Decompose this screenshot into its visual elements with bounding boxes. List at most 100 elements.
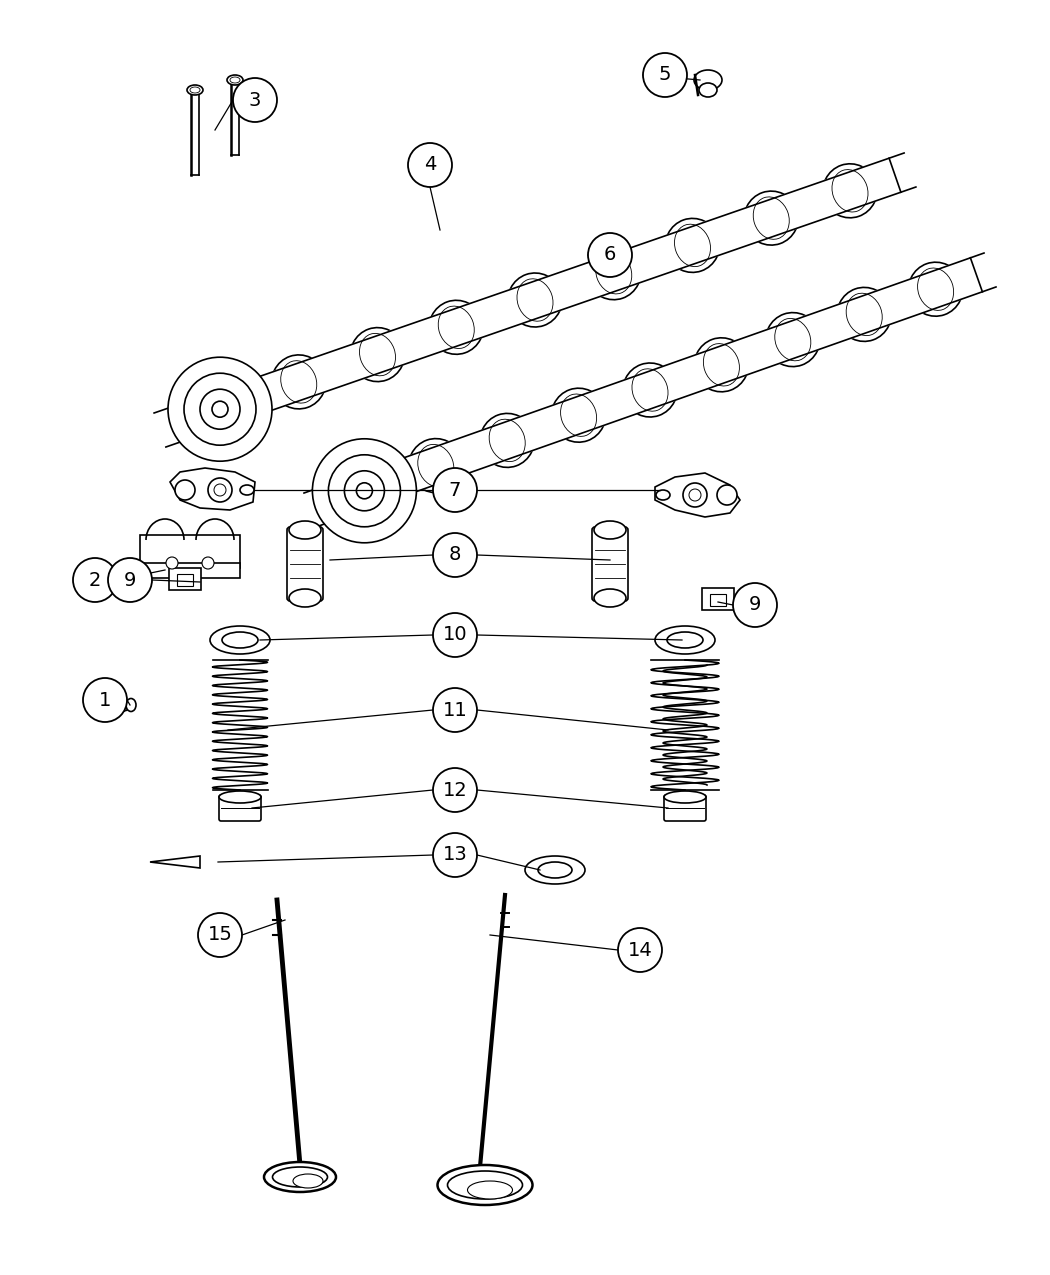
Ellipse shape (595, 251, 632, 295)
Ellipse shape (823, 163, 877, 218)
Ellipse shape (447, 1170, 523, 1198)
FancyBboxPatch shape (592, 527, 628, 601)
Ellipse shape (489, 419, 525, 462)
Circle shape (74, 558, 117, 602)
Ellipse shape (346, 469, 382, 513)
Circle shape (329, 455, 400, 527)
Circle shape (433, 533, 477, 578)
Polygon shape (655, 473, 740, 516)
Ellipse shape (918, 268, 953, 310)
Ellipse shape (551, 388, 606, 442)
Ellipse shape (193, 382, 247, 436)
Text: 6: 6 (604, 246, 616, 264)
Ellipse shape (438, 306, 475, 348)
Ellipse shape (832, 170, 868, 212)
Ellipse shape (272, 354, 326, 409)
Ellipse shape (273, 1167, 328, 1187)
Text: 12: 12 (443, 780, 467, 799)
Ellipse shape (187, 85, 203, 96)
Ellipse shape (230, 76, 240, 83)
Circle shape (233, 78, 277, 122)
Ellipse shape (837, 287, 891, 342)
Ellipse shape (429, 301, 483, 354)
FancyBboxPatch shape (710, 594, 726, 606)
Ellipse shape (351, 328, 404, 381)
Ellipse shape (109, 699, 131, 711)
Circle shape (214, 484, 226, 496)
Circle shape (83, 678, 127, 722)
Ellipse shape (508, 273, 562, 326)
Ellipse shape (699, 83, 717, 97)
Circle shape (108, 558, 152, 602)
Ellipse shape (280, 361, 317, 403)
Polygon shape (170, 468, 255, 510)
Text: 9: 9 (749, 595, 761, 615)
Ellipse shape (227, 75, 243, 85)
Circle shape (618, 928, 662, 972)
FancyBboxPatch shape (219, 796, 261, 821)
Ellipse shape (210, 626, 270, 654)
Circle shape (202, 557, 214, 569)
Text: 9: 9 (124, 570, 136, 589)
Ellipse shape (202, 388, 238, 431)
FancyBboxPatch shape (169, 567, 201, 590)
Ellipse shape (538, 862, 572, 878)
Circle shape (433, 613, 477, 657)
Ellipse shape (219, 790, 261, 803)
Circle shape (200, 389, 240, 430)
FancyBboxPatch shape (287, 527, 323, 601)
Circle shape (717, 484, 737, 505)
Ellipse shape (264, 1162, 336, 1192)
Ellipse shape (359, 333, 396, 376)
Ellipse shape (704, 343, 739, 386)
Text: 13: 13 (443, 845, 467, 864)
Ellipse shape (517, 279, 553, 321)
Text: 8: 8 (448, 546, 461, 565)
Ellipse shape (587, 246, 640, 300)
Ellipse shape (667, 632, 704, 648)
Polygon shape (154, 153, 916, 448)
Circle shape (433, 768, 477, 812)
Ellipse shape (664, 790, 706, 803)
Ellipse shape (561, 394, 596, 436)
Circle shape (433, 688, 477, 732)
Text: 7: 7 (448, 481, 461, 500)
Text: 11: 11 (443, 700, 467, 719)
Text: 3: 3 (249, 91, 261, 110)
FancyBboxPatch shape (177, 574, 193, 586)
Ellipse shape (408, 439, 463, 492)
Circle shape (166, 557, 179, 569)
Ellipse shape (775, 319, 811, 361)
Ellipse shape (846, 293, 882, 335)
Ellipse shape (656, 490, 670, 500)
Ellipse shape (293, 1174, 323, 1188)
Circle shape (433, 833, 477, 877)
Ellipse shape (632, 368, 668, 412)
Text: 15: 15 (208, 926, 232, 945)
Ellipse shape (480, 413, 534, 468)
Circle shape (175, 479, 195, 500)
Ellipse shape (623, 363, 677, 417)
Ellipse shape (594, 521, 626, 539)
Circle shape (643, 54, 687, 97)
Polygon shape (304, 252, 996, 527)
FancyBboxPatch shape (702, 588, 734, 609)
FancyBboxPatch shape (664, 796, 706, 821)
Ellipse shape (674, 224, 711, 266)
Circle shape (212, 402, 228, 417)
Circle shape (198, 913, 242, 958)
Ellipse shape (594, 589, 626, 607)
Ellipse shape (655, 626, 715, 654)
Ellipse shape (666, 218, 719, 273)
Text: 4: 4 (424, 156, 436, 175)
Circle shape (313, 439, 417, 543)
Text: 1: 1 (99, 691, 111, 709)
Text: 5: 5 (658, 65, 671, 84)
Ellipse shape (222, 632, 258, 648)
Circle shape (733, 583, 777, 627)
Circle shape (356, 483, 373, 499)
Ellipse shape (289, 589, 321, 607)
Ellipse shape (744, 191, 798, 245)
Circle shape (588, 233, 632, 277)
Circle shape (433, 468, 477, 513)
